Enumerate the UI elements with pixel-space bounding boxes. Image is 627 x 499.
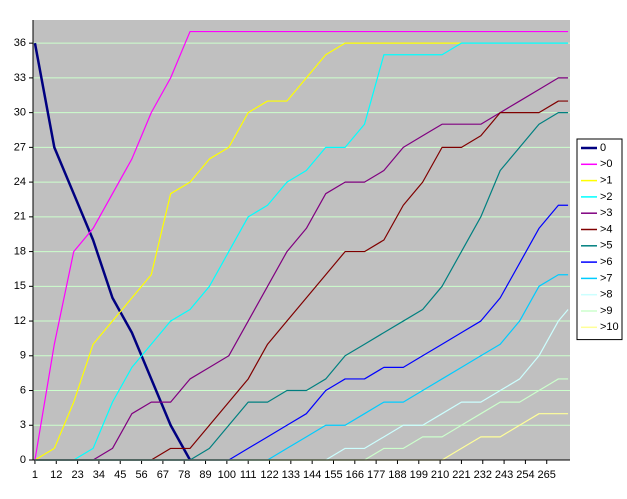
series-line bbox=[33, 42, 192, 461]
plot-area bbox=[33, 20, 570, 460]
legend-label: >7 bbox=[600, 272, 613, 284]
y-tick-label: 6 bbox=[20, 384, 26, 396]
series-line bbox=[34, 77, 569, 461]
x-tick-label: 56 bbox=[135, 469, 147, 481]
y-tick-label: 0 bbox=[20, 454, 26, 466]
legend-label: >9 bbox=[600, 305, 613, 317]
series-line bbox=[34, 42, 569, 461]
x-tick-label: 265 bbox=[538, 469, 556, 481]
x-tick-label: 166 bbox=[346, 469, 364, 481]
x-tick-label: 221 bbox=[452, 469, 470, 481]
legend-label: >0 bbox=[600, 158, 613, 170]
series-line bbox=[34, 42, 462, 461]
x-tick-label: 254 bbox=[516, 469, 534, 481]
y-tick-label: 18 bbox=[14, 245, 26, 257]
legend-label: >4 bbox=[600, 223, 613, 235]
x-tick-label: 144 bbox=[303, 469, 321, 481]
y-tick-label: 21 bbox=[14, 211, 26, 223]
y-tick-label: 36 bbox=[14, 37, 26, 49]
y-tick-label: 15 bbox=[14, 280, 26, 292]
legend-label: >10 bbox=[600, 321, 619, 333]
x-tick-label: 78 bbox=[178, 469, 190, 481]
series-line bbox=[34, 30, 569, 461]
x-tick-label: 188 bbox=[388, 469, 406, 481]
x-tick-label: 1 bbox=[32, 469, 38, 481]
y-tick-label: 27 bbox=[14, 141, 26, 153]
x-tick-label: 232 bbox=[474, 469, 492, 481]
x-tick-label: 122 bbox=[260, 469, 278, 481]
legend-box bbox=[576, 138, 623, 341]
x-tick-label: 111 bbox=[240, 469, 257, 481]
x-tick-label: 12 bbox=[50, 469, 62, 481]
x-tick-label: 199 bbox=[410, 469, 428, 481]
y-tick-label: 24 bbox=[14, 176, 26, 188]
x-tick-label: 100 bbox=[218, 469, 236, 481]
x-tick-label: 45 bbox=[114, 469, 126, 481]
y-tick-label: 12 bbox=[14, 315, 26, 327]
legend-label: >6 bbox=[600, 256, 613, 268]
y-tick-label: 9 bbox=[20, 350, 26, 362]
x-tick-label: 155 bbox=[324, 469, 342, 481]
y-tick-label: 30 bbox=[14, 107, 26, 119]
y-tick-label: 33 bbox=[14, 72, 26, 84]
x-tick-label: 67 bbox=[157, 469, 169, 481]
legend-label: >8 bbox=[600, 289, 613, 301]
x-tick-label: 34 bbox=[93, 469, 105, 481]
legend-label: >2 bbox=[600, 191, 613, 203]
x-tick-label: 243 bbox=[495, 469, 513, 481]
x-tick-label: 23 bbox=[71, 469, 83, 481]
legend-label: >3 bbox=[600, 207, 613, 219]
x-tick-label: 177 bbox=[367, 469, 385, 481]
legend-label: >1 bbox=[600, 175, 613, 187]
x-tick-label: 210 bbox=[431, 469, 449, 481]
legend-label: >5 bbox=[600, 240, 613, 252]
y-tick-label: 3 bbox=[20, 419, 26, 431]
x-tick-label: 89 bbox=[199, 469, 211, 481]
legend-label: 0 bbox=[600, 142, 606, 154]
x-tick-label: 133 bbox=[282, 469, 300, 481]
